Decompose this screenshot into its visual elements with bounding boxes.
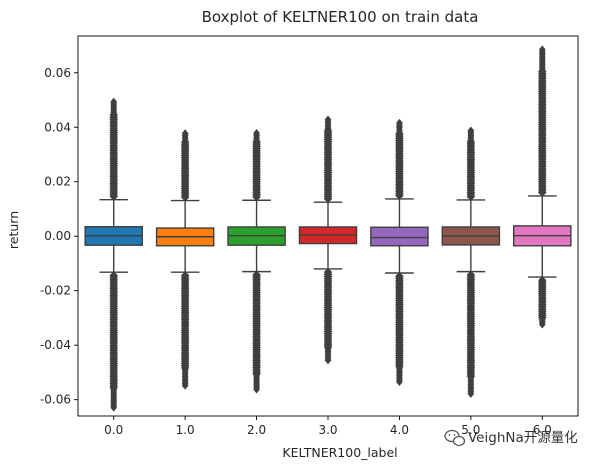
flier-point bbox=[396, 118, 403, 128]
fliers bbox=[466, 126, 476, 398]
x-tick-label: 3.0 bbox=[318, 423, 337, 437]
y-tick-label: -0.02 bbox=[40, 284, 71, 298]
box-group-0.0 bbox=[84, 97, 143, 412]
y-tick-label: 0.02 bbox=[44, 175, 71, 189]
watermark: VeighNa开源量化 bbox=[444, 429, 578, 447]
plot-area bbox=[84, 45, 572, 412]
box-group-1.0 bbox=[155, 129, 215, 390]
box bbox=[370, 226, 429, 247]
fliers bbox=[109, 97, 119, 412]
flier-point bbox=[253, 385, 260, 394]
box-group-2.0 bbox=[227, 128, 286, 394]
flier-point bbox=[110, 97, 118, 107]
flier-point bbox=[253, 128, 260, 138]
fliers bbox=[323, 115, 333, 365]
fliers bbox=[180, 129, 190, 390]
box-group-5.0 bbox=[441, 126, 501, 398]
chart-title: Boxplot of KELTNER100 on train data bbox=[202, 8, 479, 26]
x-axis-label: KELTNER100_label bbox=[282, 445, 397, 460]
x-tick-label: 5.0 bbox=[461, 423, 480, 437]
flier-point bbox=[324, 115, 332, 124]
y-tick-label: 0.06 bbox=[44, 66, 71, 80]
fliers bbox=[252, 128, 261, 394]
watermark-text: VeighNa开源量化 bbox=[468, 430, 578, 446]
y-tick-label: -0.04 bbox=[40, 338, 71, 352]
box-group-6.0 bbox=[513, 45, 572, 329]
flier-point bbox=[181, 381, 189, 390]
flier-point bbox=[396, 377, 403, 387]
flier-point bbox=[181, 129, 189, 138]
flier-point bbox=[324, 355, 332, 365]
x-tick-label: 2.0 bbox=[247, 423, 266, 437]
x-tick-label: 4.0 bbox=[390, 423, 409, 437]
y-axis: -0.06 -0.04 -0.02 0.00 0.02 0.04 0.06 bbox=[40, 66, 78, 407]
flier-point bbox=[467, 389, 475, 398]
y-tick-label: 0.00 bbox=[44, 229, 71, 243]
fliers bbox=[537, 45, 547, 329]
y-axis-label: return bbox=[6, 211, 21, 249]
fliers bbox=[395, 118, 404, 387]
x-axis: 0.0 1.0 2.0 3.0 4.0 5.0 6.0 bbox=[104, 416, 552, 437]
flier-point bbox=[538, 320, 546, 329]
flier-point bbox=[538, 45, 546, 54]
y-tick-label: 0.04 bbox=[44, 120, 71, 134]
flier-point bbox=[110, 403, 118, 412]
y-tick-label: -0.06 bbox=[40, 393, 71, 407]
x-tick-label: 6.0 bbox=[533, 423, 552, 437]
wechat-icon bbox=[444, 429, 466, 447]
flier-point bbox=[467, 126, 475, 135]
box-group-4.0 bbox=[370, 118, 429, 387]
x-tick-label: 1.0 bbox=[176, 423, 195, 437]
x-tick-label: 0.0 bbox=[104, 423, 123, 437]
box-group-3.0 bbox=[298, 115, 358, 365]
